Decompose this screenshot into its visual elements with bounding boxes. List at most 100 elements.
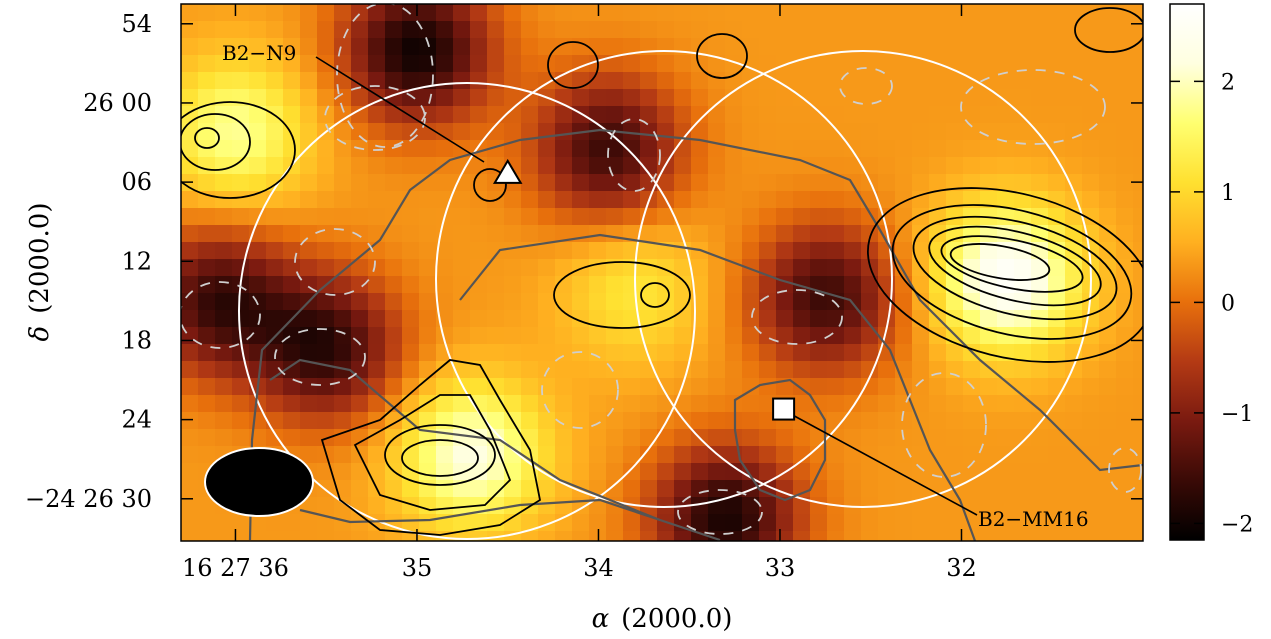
heatmap-cell	[878, 259, 896, 277]
heatmap-cell	[385, 293, 403, 311]
heatmap-cell	[1048, 531, 1066, 541]
heatmap-cell	[317, 531, 335, 541]
heatmap-cell	[1133, 497, 1143, 515]
fov-circle-1	[238, 82, 696, 540]
heatmap-cell	[623, 140, 641, 158]
heatmap-cell	[912, 429, 930, 447]
heatmap-cell	[793, 514, 811, 532]
heatmap-cell	[997, 429, 1015, 447]
heatmap-cell	[708, 276, 726, 294]
heatmap-cell	[215, 293, 233, 311]
heatmap-cell	[470, 4, 488, 22]
heatmap-cell	[1082, 361, 1100, 379]
heatmap-cell	[844, 157, 862, 175]
heatmap-cell	[181, 242, 199, 260]
heatmap-cell	[572, 276, 590, 294]
heatmap-cell	[1116, 72, 1134, 90]
heatmap-cell	[1048, 361, 1066, 379]
heatmap-cell	[1099, 446, 1117, 464]
heatmap-cell	[300, 72, 318, 90]
heatmap-cell	[198, 310, 216, 328]
heatmap-cell	[844, 463, 862, 481]
heatmap-cell	[691, 531, 709, 541]
heatmap-cell	[929, 174, 947, 192]
heatmap-cell	[793, 395, 811, 413]
heatmap-cell	[827, 123, 845, 141]
heatmap-cell	[623, 293, 641, 311]
heatmap-cell	[1082, 327, 1100, 345]
heatmap-cell	[759, 531, 777, 541]
heatmap-cell	[657, 4, 675, 22]
heatmap-cell	[997, 191, 1015, 209]
heatmap-cell	[453, 157, 471, 175]
heatmap-cell	[674, 106, 692, 124]
heatmap-cell	[861, 38, 879, 56]
heatmap-cell	[521, 4, 539, 22]
heatmap-cell	[759, 4, 777, 22]
heatmap-cell	[708, 378, 726, 396]
heatmap-cell	[1116, 378, 1134, 396]
heatmap-cell	[1048, 344, 1066, 362]
heatmap-cell	[198, 429, 216, 447]
heatmap-cell	[963, 531, 981, 541]
heatmap-cell	[419, 497, 437, 515]
heatmap-cell	[181, 429, 199, 447]
heatmap-cell	[708, 514, 726, 532]
heatmap-cell	[810, 327, 828, 345]
heatmap-cell	[504, 276, 522, 294]
heatmap-cell	[725, 361, 743, 379]
heatmap-cell	[181, 276, 199, 294]
heatmap-cell	[266, 4, 284, 22]
heatmap-cell	[895, 208, 913, 226]
reference-contour-south	[299, 498, 661, 524]
heatmap-cell	[351, 344, 369, 362]
heatmap-cell	[827, 55, 845, 73]
heatmap-cell	[1048, 429, 1066, 447]
heatmap-cell	[997, 497, 1015, 515]
heatmap-cell	[861, 378, 879, 396]
heatmap-cell	[470, 174, 488, 192]
heatmap-cell	[589, 378, 607, 396]
heatmap-cell	[912, 106, 930, 124]
heatmap-cell	[810, 140, 828, 158]
heatmap-cell	[521, 361, 539, 379]
x-axis-greek: α	[592, 604, 610, 634]
heatmap-cell	[1133, 378, 1143, 396]
heatmap-cell	[606, 208, 624, 226]
heatmap-cell	[742, 208, 760, 226]
heatmap-cell	[368, 463, 386, 481]
heatmap-cell	[997, 140, 1015, 158]
heatmap-cell	[521, 259, 539, 277]
heatmap-cell	[283, 531, 301, 541]
heatmap-cell	[555, 123, 573, 141]
heatmap-cell	[1082, 191, 1100, 209]
heatmap-cell	[334, 140, 352, 158]
heatmap-cell	[572, 157, 590, 175]
heatmap-cell	[504, 21, 522, 39]
heatmap-cell	[878, 480, 896, 498]
heatmap-cell	[453, 21, 471, 39]
heatmap-cell	[878, 4, 896, 22]
heatmap-cell	[640, 106, 658, 124]
heatmap-cell	[827, 89, 845, 107]
heatmap-cell	[674, 55, 692, 73]
heatmap-cell	[1065, 225, 1083, 243]
heatmap-cell	[946, 157, 964, 175]
heatmap-cell	[334, 4, 352, 22]
heatmap-cell	[980, 361, 998, 379]
heatmap-cell	[691, 55, 709, 73]
heatmap-cell	[249, 89, 267, 107]
contour-west-peak-l3	[194, 127, 220, 149]
heatmap-cell	[657, 531, 675, 541]
contour-east-peak-l2	[891, 204, 1133, 340]
heatmap-cell	[572, 361, 590, 379]
heatmap-cell	[895, 344, 913, 362]
fov-circle-3	[634, 50, 1092, 508]
heatmap-cell	[1014, 497, 1032, 515]
heatmap-cell	[351, 293, 369, 311]
heatmap-cell	[232, 140, 250, 158]
source-label-mm16: B2−MM16	[978, 507, 1089, 531]
heatmap-cell	[861, 310, 879, 328]
heatmap-cell	[980, 242, 998, 260]
heatmap-cell	[487, 21, 505, 39]
